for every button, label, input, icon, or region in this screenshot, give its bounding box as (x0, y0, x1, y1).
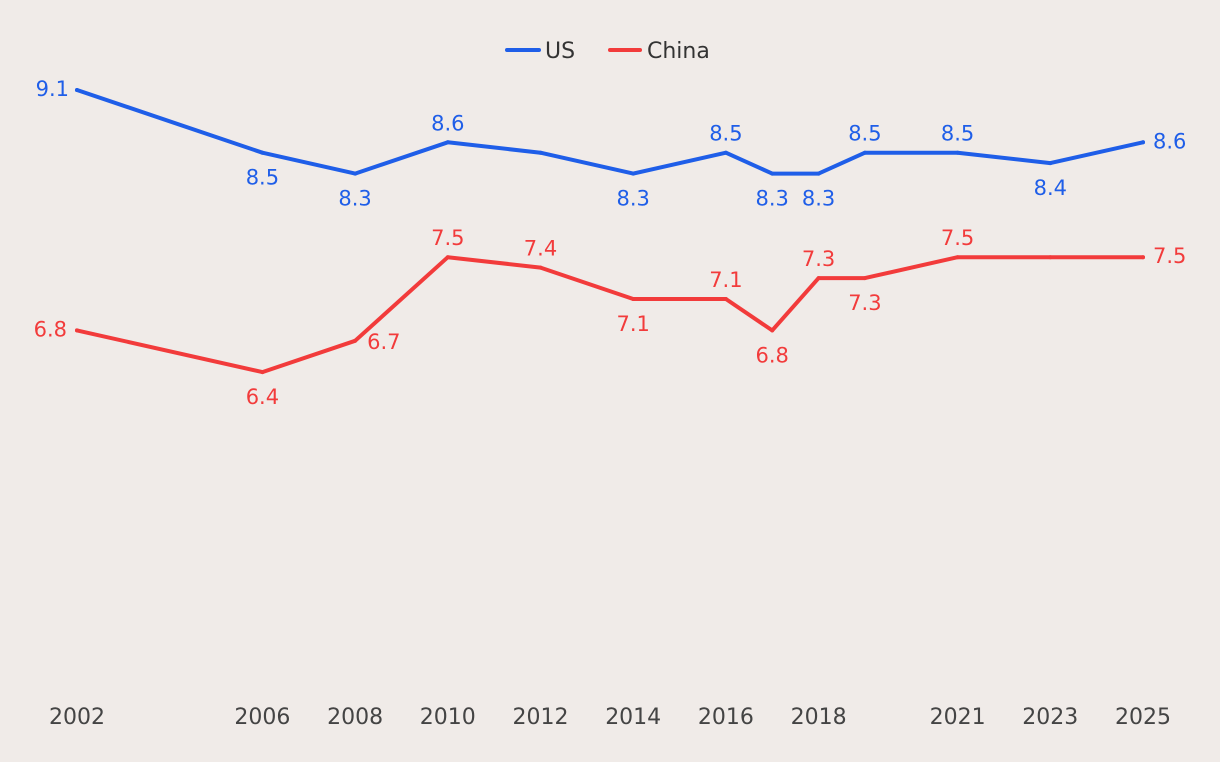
x-tick-label: 2025 (1115, 705, 1171, 730)
data-point-us (538, 150, 543, 155)
data-label-us: 8.6 (1153, 129, 1186, 153)
data-label-us: 8.6 (431, 111, 464, 135)
data-point-china (816, 276, 821, 281)
data-label-us: 8.5 (709, 122, 742, 146)
data-point-china (353, 338, 358, 343)
x-tick-label: 2014 (605, 705, 661, 730)
data-point-china (445, 255, 450, 260)
data-point-china (955, 255, 960, 260)
data-label-china: 6.8 (34, 317, 67, 341)
x-tick-label: 2012 (513, 705, 569, 730)
data-point-us (816, 171, 821, 176)
data-point-us (770, 171, 775, 176)
x-axis: 2002 2006 2008 2010 2012 2014 2016 2018 2021 2023… (49, 705, 1171, 730)
data-point-china (631, 297, 636, 301)
x-tick-label: 2010 (420, 705, 476, 730)
legend-label-china: China (647, 39, 710, 64)
data-label-us: 8.5 (848, 122, 881, 146)
data-label-us: 8.3 (802, 187, 835, 211)
data-point-us (1048, 161, 1053, 166)
data-point-us (631, 171, 636, 176)
data-point-china (1048, 255, 1053, 260)
data-point-china (1141, 255, 1145, 260)
x-tick-label: 2018 (791, 705, 847, 730)
data-label-china: 6.7 (367, 330, 400, 354)
data-point-us (445, 140, 450, 145)
data-label-china: 7.5 (941, 226, 974, 250)
data-point-china (862, 276, 867, 281)
legend-label-us: US (545, 39, 575, 64)
data-point-us (955, 150, 960, 155)
x-tick-label: 2016 (698, 705, 754, 730)
data-label-us: 8.3 (755, 187, 788, 211)
data-label-china: 7.5 (431, 226, 464, 250)
data-label-us: 8.3 (616, 187, 649, 211)
data-label-us: 8.5 (941, 122, 974, 146)
data-label-us: 8.5 (246, 166, 279, 190)
data-label-china: 7.4 (524, 237, 557, 261)
data-label-china: 7.1 (709, 268, 742, 292)
data-point-china (75, 328, 79, 333)
data-label-us: 8.3 (338, 187, 371, 211)
data-point-china (538, 265, 543, 270)
x-tick-label: 2021 (930, 705, 986, 730)
x-tick-label: 2006 (234, 705, 290, 730)
data-label-us: 9.1 (36, 77, 69, 101)
data-point-us (353, 171, 358, 176)
x-tick-label: 2002 (49, 705, 105, 730)
data-label-layer: 9.1 8.5 8.3 8.6 8.3 8.5 8.3 8.3 8.5 8.5 8.4 8.6 6.8 6… (34, 77, 1187, 409)
legend: US China (505, 39, 710, 64)
data-point-us (75, 88, 79, 92)
data-point-us (723, 150, 728, 155)
data-label-china: 6.4 (246, 385, 279, 409)
data-point-china (770, 328, 775, 333)
data-point-us (260, 150, 265, 155)
x-tick-label: 2008 (327, 705, 383, 730)
data-label-china: 7.1 (616, 312, 649, 336)
x-tick-label: 2023 (1022, 705, 1078, 730)
data-point-us (862, 150, 867, 155)
series-layer (75, 88, 1145, 375)
data-point-china (260, 370, 265, 375)
data-point-china (723, 297, 728, 301)
data-label-china: 7.3 (848, 291, 881, 315)
data-label-china: 7.3 (802, 247, 835, 271)
data-label-china: 7.5 (1153, 244, 1186, 268)
data-label-us: 8.4 (1034, 176, 1067, 200)
data-label-china: 6.8 (755, 343, 788, 367)
data-point-us (1141, 140, 1145, 145)
